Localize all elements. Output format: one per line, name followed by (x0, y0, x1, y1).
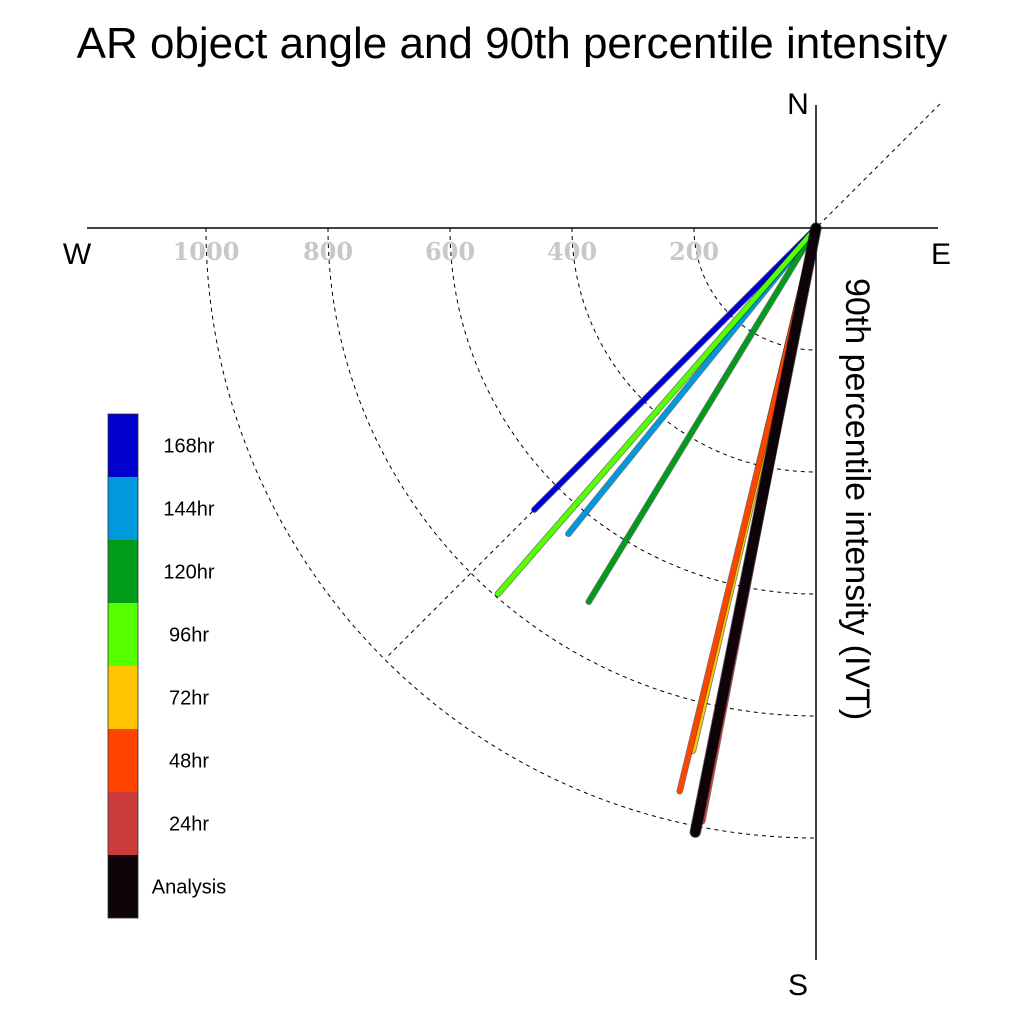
legend-label-168hr: 168hr (163, 436, 214, 458)
radial-tick-label: 400 (547, 237, 597, 266)
legend-swatch-24hr (108, 792, 138, 855)
legend-swatch-48hr (108, 729, 138, 792)
origin-point (812, 224, 820, 232)
legend-label-144hr: 144hr (163, 499, 214, 521)
west-label: W (63, 238, 92, 271)
vector-120hr (586, 225, 819, 605)
legend-swatch-144hr (108, 477, 138, 540)
grid-arc (693, 227, 817, 351)
legend-label-48hr: 48hr (169, 751, 209, 773)
vector-168hr (531, 225, 819, 513)
north-label: N (787, 88, 809, 121)
legend-label-24hr: 24hr (169, 814, 209, 836)
legend-frame (107, 413, 139, 919)
vector-series (494, 222, 822, 838)
legend-swatch-72hr (108, 666, 138, 729)
radial-tick-label: 600 (425, 237, 475, 266)
chart-title: AR object angle and 90th percentile inte… (77, 19, 948, 68)
south-label: S (788, 969, 808, 1002)
vector-analysis (690, 223, 821, 838)
radial-tick-label: 1000 (173, 237, 240, 266)
legend-label-72hr: 72hr (169, 688, 209, 710)
legend: 168hr 144hr 120hr 96hr 72hr 48hr 24hr Analysis (107, 413, 226, 919)
radial-tick-label: 800 (303, 237, 353, 266)
legend-swatch-168hr (108, 414, 138, 477)
legend-label-120hr: 120hr (163, 562, 214, 584)
radial-axis-label: 90th percentile intensity (IVT) (838, 278, 876, 720)
legend-swatch-120hr (108, 540, 138, 603)
radial-tick-labels: 200 400 600 800 1000 (173, 237, 719, 266)
grid-arc (205, 227, 817, 839)
vector-96hr (495, 225, 819, 597)
legend-label-analysis: Analysis (152, 877, 226, 899)
legend-label-96hr: 96hr (169, 625, 209, 647)
legend-swatch-96hr (108, 603, 138, 666)
east-label: E (931, 238, 951, 271)
diagonal-reference-line (386, 103, 941, 658)
legend-swatch-analysis (108, 855, 138, 918)
radial-tick-label: 200 (669, 237, 719, 266)
